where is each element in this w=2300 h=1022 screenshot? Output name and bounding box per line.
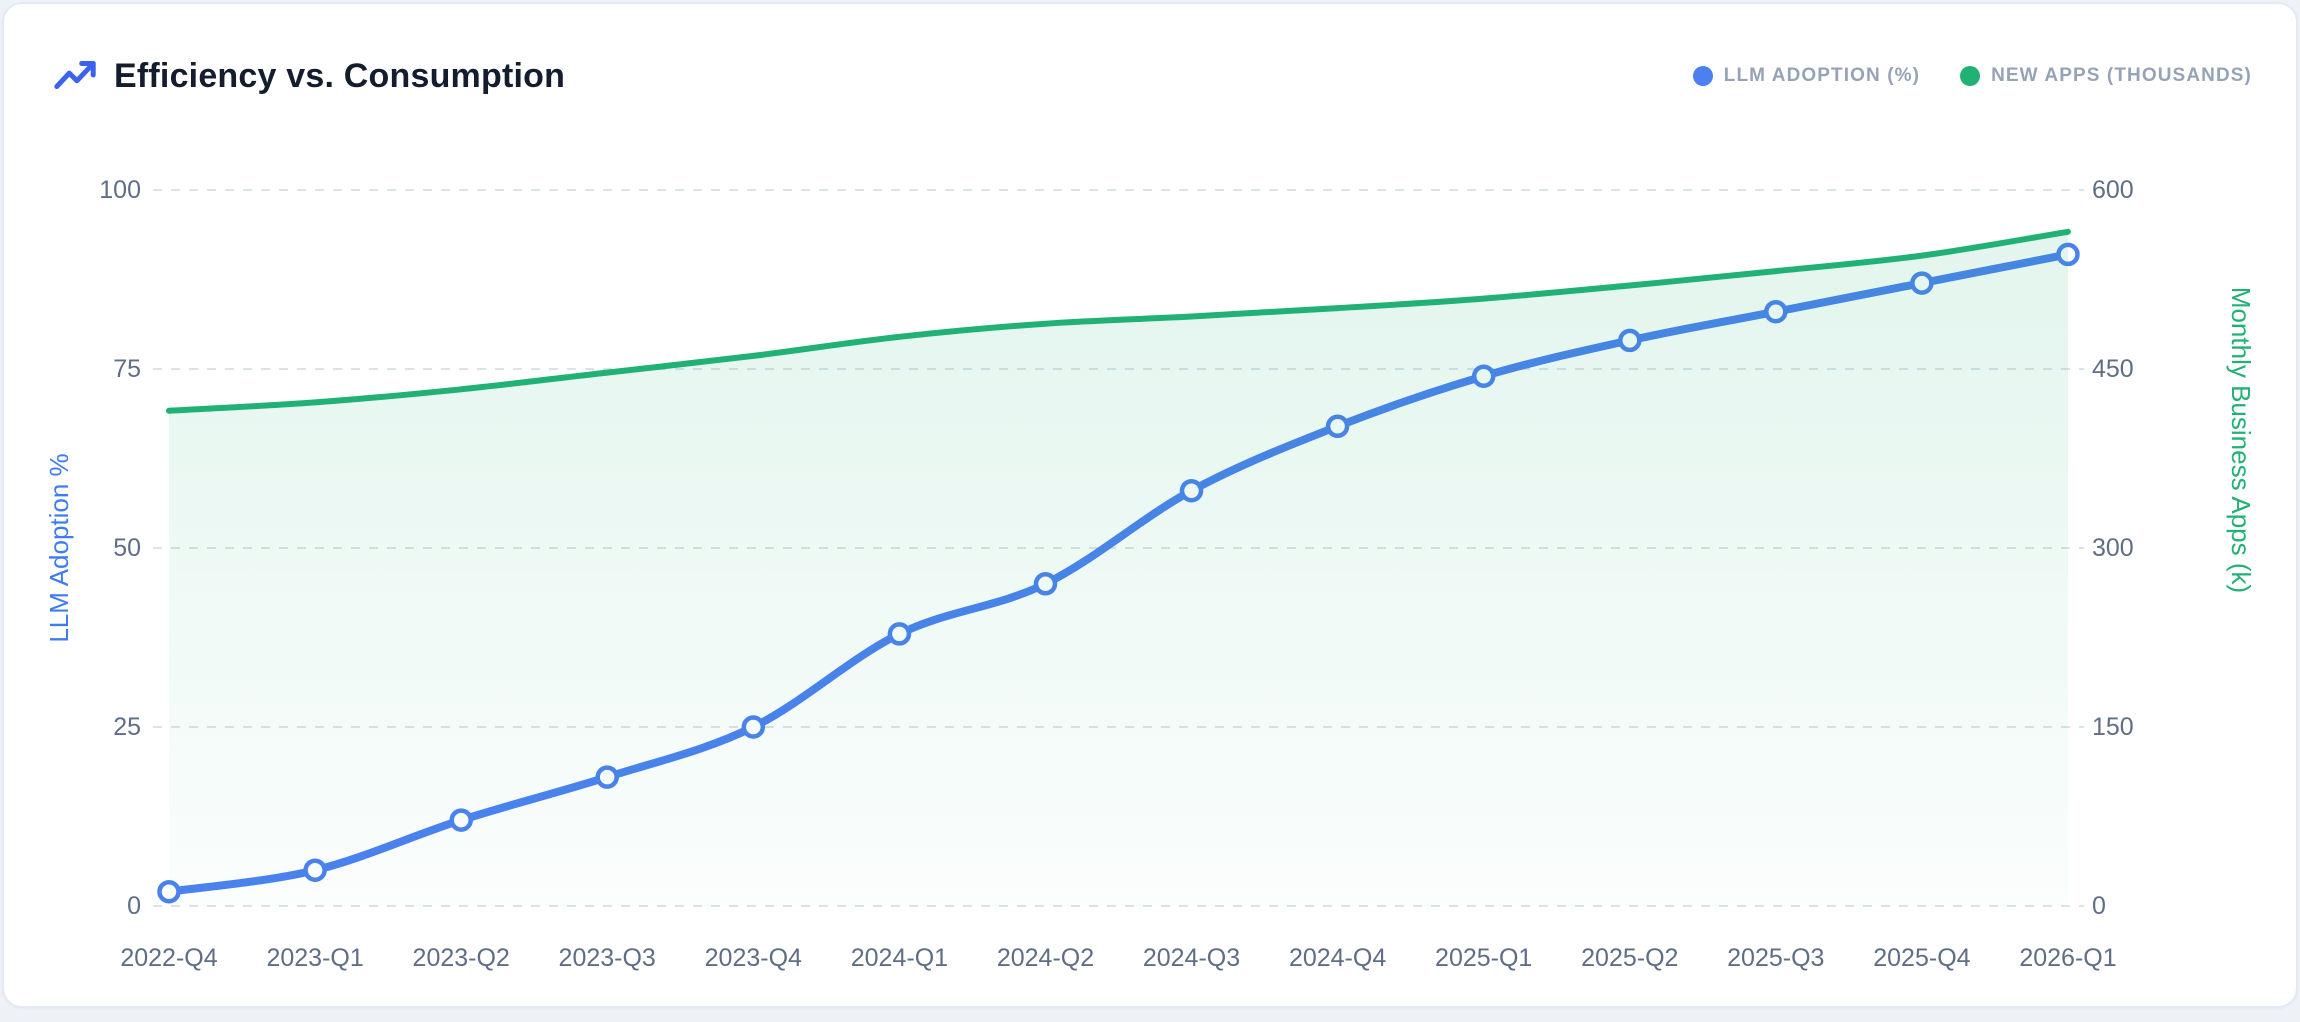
title-wrap: Efficiency vs. Consumption [52, 53, 565, 99]
trending-up-icon [54, 61, 96, 90]
legend-dot-green-icon [1960, 66, 1981, 86]
chart-header: Efficiency vs. Consumption LLM ADOPTION … [52, 48, 2252, 104]
legend-item-llm-adoption[interactable]: LLM ADOPTION (%) [1692, 65, 1921, 87]
legend-dot-blue-icon [1692, 66, 1713, 86]
legend-item-new-apps[interactable]: NEW APPS (THOUSANDS) [1960, 65, 2252, 87]
legend-label-llm-adoption: LLM ADOPTION (%) [1723, 65, 1921, 86]
chart-title: Efficiency vs. Consumption [114, 56, 566, 95]
chart-legend: LLM ADOPTION (%) NEW APPS (THOUSANDS) [1692, 65, 2252, 87]
legend-label-new-apps: NEW APPS (THOUSANDS) [1991, 65, 2252, 86]
